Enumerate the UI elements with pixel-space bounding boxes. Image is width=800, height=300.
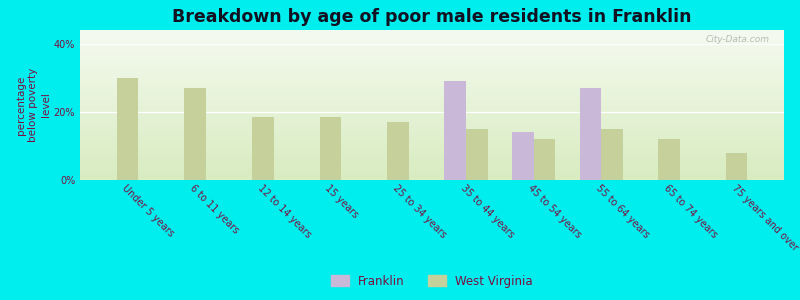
Text: City-Data.com: City-Data.com — [706, 34, 770, 43]
Bar — [534, 139, 555, 180]
Legend: Franklin, West Virginia: Franklin, West Virginia — [327, 271, 537, 291]
Bar — [602, 129, 623, 180]
Bar — [320, 117, 342, 180]
Bar — [726, 153, 747, 180]
Bar — [444, 81, 466, 180]
Bar — [579, 88, 602, 180]
Bar — [117, 78, 138, 180]
Bar — [658, 139, 680, 180]
Y-axis label: percentage
below poverty
level: percentage below poverty level — [16, 68, 51, 142]
Bar — [466, 129, 487, 180]
Bar — [512, 132, 534, 180]
Bar — [184, 88, 206, 180]
Title: Breakdown by age of poor male residents in Franklin: Breakdown by age of poor male residents … — [172, 8, 692, 26]
Bar — [387, 122, 409, 180]
Bar — [252, 117, 274, 180]
